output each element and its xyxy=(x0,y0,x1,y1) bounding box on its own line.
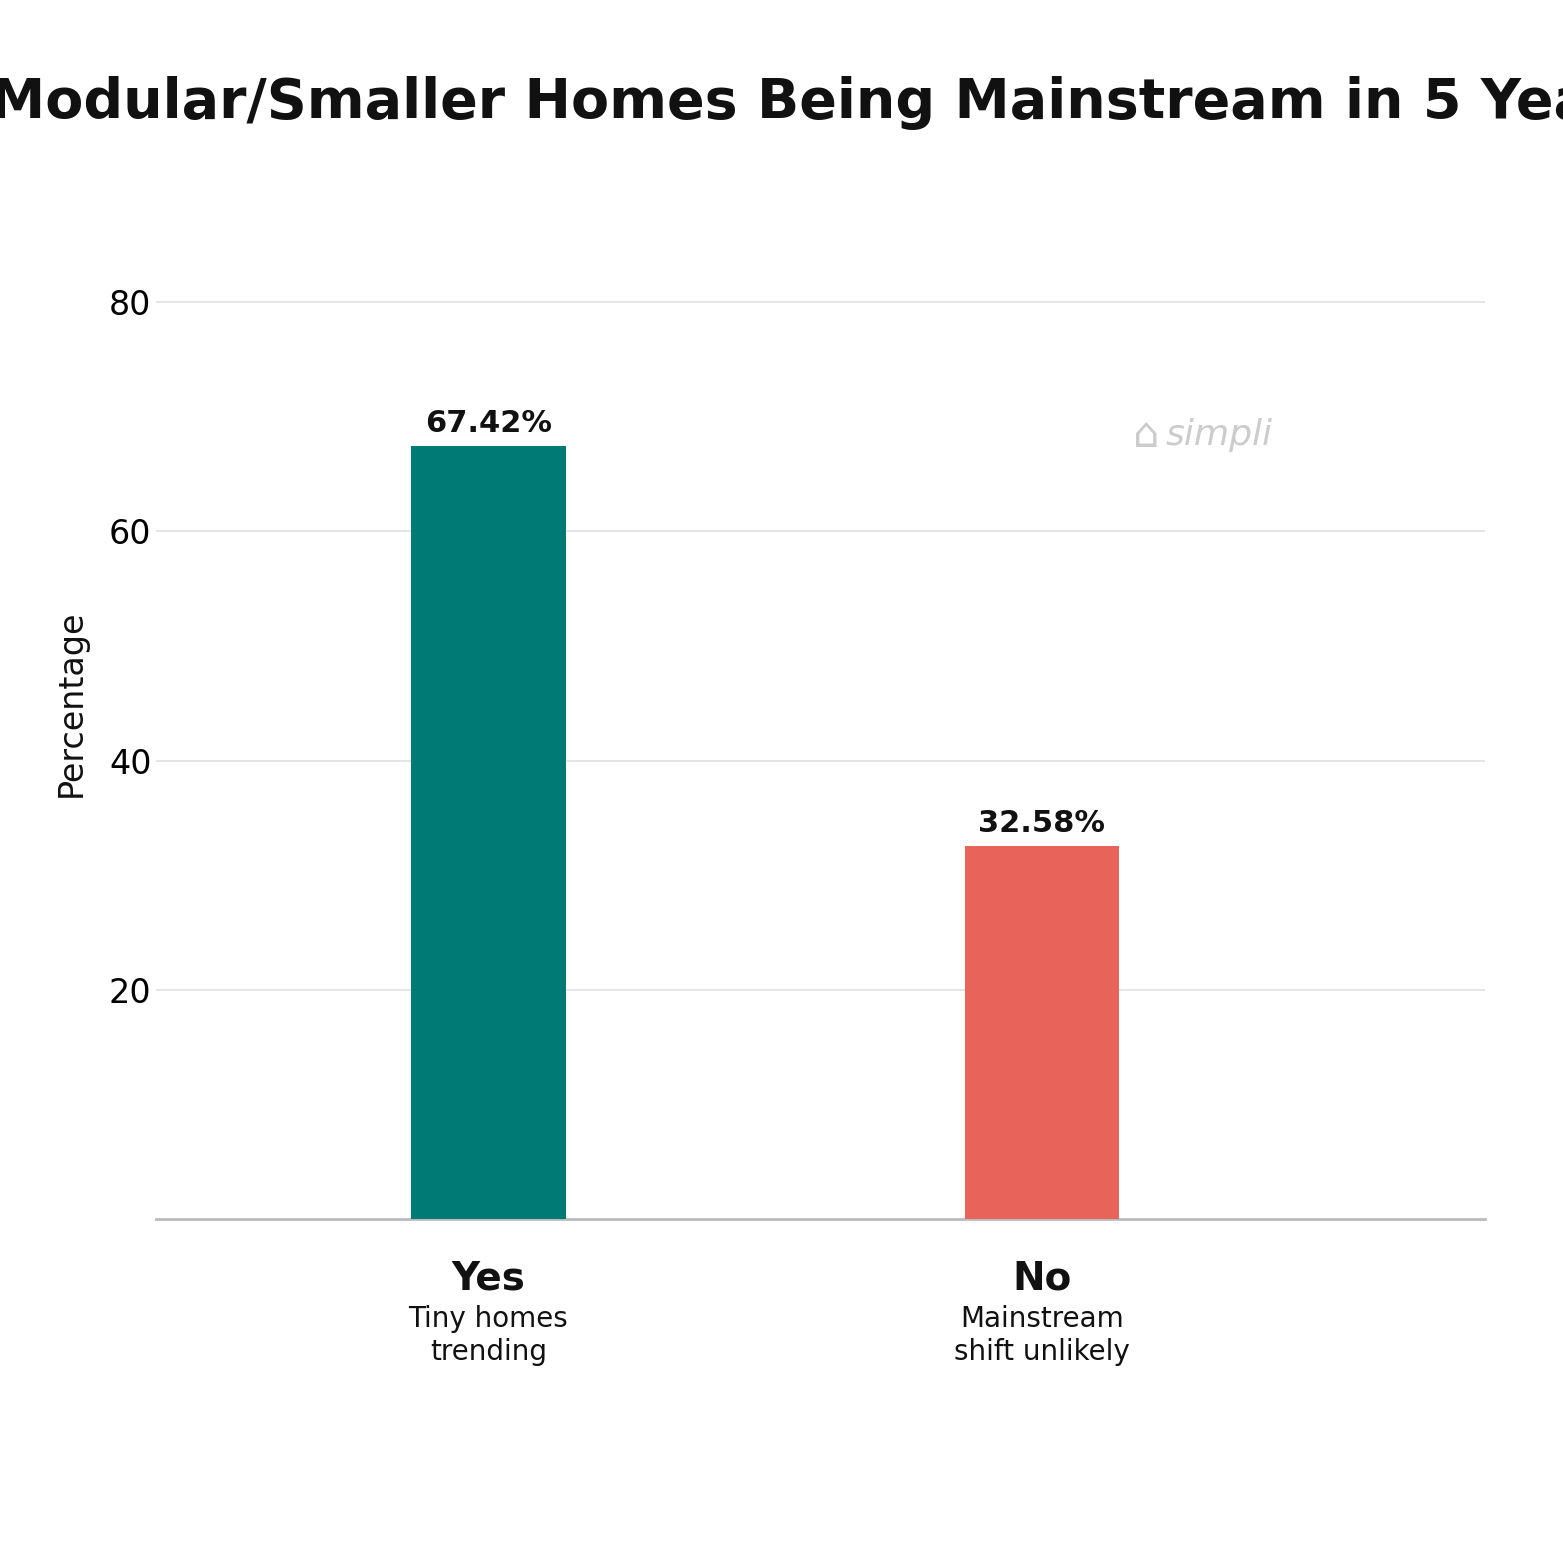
Title: Modular/Smaller Homes Being Mainstream in 5 Years: Modular/Smaller Homes Being Mainstream i… xyxy=(0,77,1563,130)
Bar xyxy=(964,846,1119,1219)
Y-axis label: Percentage: Percentage xyxy=(55,610,88,797)
Text: Yes: Yes xyxy=(452,1260,525,1297)
Bar xyxy=(411,447,566,1219)
Text: ⌂: ⌂ xyxy=(1133,414,1160,456)
Text: simpli: simpli xyxy=(1166,419,1272,452)
Text: Mainstream
shift unlikely: Mainstream shift unlikely xyxy=(953,1305,1130,1366)
Text: 32.58%: 32.58% xyxy=(978,808,1105,838)
Text: No: No xyxy=(1013,1260,1072,1297)
Text: Tiny homes
trending: Tiny homes trending xyxy=(408,1305,569,1366)
Text: 67.42%: 67.42% xyxy=(425,410,552,438)
